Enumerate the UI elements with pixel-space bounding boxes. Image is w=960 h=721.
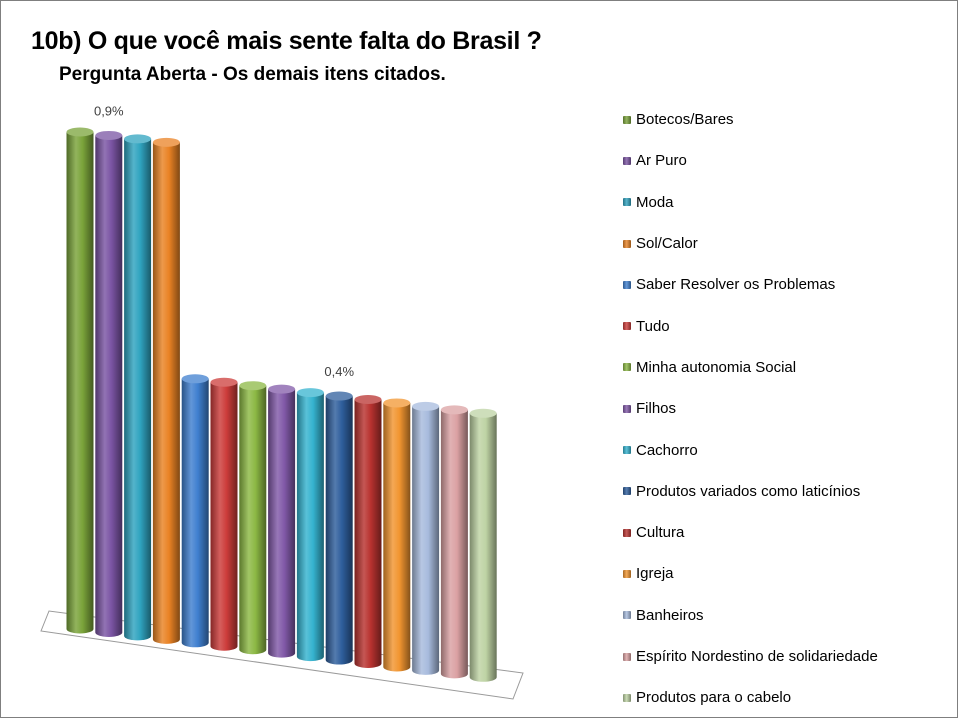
bar-cap: [268, 384, 296, 394]
legend-item: Moda: [623, 182, 943, 223]
legend-item: Botecos/Bares: [623, 99, 943, 140]
legend-item: Tudo: [623, 305, 943, 346]
bar-body: [181, 378, 209, 648]
bar-body: [412, 406, 440, 675]
legend-label: Espírito Nordestino de solidariedade: [636, 648, 878, 665]
bar-body: [296, 392, 324, 662]
legend-label: Tudo: [636, 317, 670, 335]
legend-swatch: [623, 652, 631, 661]
legend-label: Moda: [636, 193, 674, 211]
legend-label: Cachorro: [636, 441, 698, 459]
bar-body: [440, 409, 468, 679]
bar-cap: [325, 391, 353, 401]
legend-swatch: [623, 569, 631, 578]
legend-swatch: [623, 611, 631, 620]
bar-body: [354, 399, 382, 668]
bar-body: [325, 396, 353, 665]
bar-cap: [354, 395, 382, 404]
legend-item: Minha autonomia Social: [623, 347, 943, 388]
legend-item: Ar Puro: [623, 140, 943, 181]
legend-item: Produtos para o cabelo: [623, 677, 943, 718]
legend-swatch: [623, 528, 631, 537]
legend: Botecos/Bares Ar Puro Moda Sol/Calor Saber R…: [623, 99, 943, 718]
bar-cap: [95, 130, 123, 140]
legend-label: Produtos variados como laticínios: [636, 482, 861, 500]
bar-2: [95, 130, 123, 637]
bar-13: [412, 401, 440, 675]
bar-body: [66, 132, 94, 634]
bar-8: [268, 384, 296, 658]
bar-10: [325, 391, 353, 665]
chart-title: 10b) O que você mais sente falta do Bras…: [31, 27, 542, 55]
data-labels-group: 0,9% 0,4%: [94, 103, 354, 379]
legend-item: Banheiros: [623, 595, 943, 636]
legend-swatch: [623, 239, 631, 248]
legend-swatch: [623, 487, 631, 496]
chart-subtitle: Pergunta Aberta - Os demais itens citado…: [59, 64, 446, 85]
legend-swatch: [623, 363, 631, 372]
legend-item: Sol/Calor: [623, 223, 943, 264]
bar-body: [268, 389, 296, 658]
legend-label: Banheiros: [636, 606, 704, 624]
bar-4: [152, 137, 180, 644]
bar-cap: [124, 134, 152, 144]
bar-cap: [383, 398, 411, 408]
bar-body: [469, 413, 497, 682]
legend-swatch: [623, 156, 631, 165]
legend-swatch: [623, 446, 631, 455]
legend-label: Filhos: [636, 400, 677, 418]
bar-cap: [210, 377, 238, 387]
data-label: 0,4%: [324, 364, 354, 379]
bar-body: [124, 138, 152, 641]
legend-label: Botecos/Bares: [636, 111, 734, 129]
bar-body: [152, 142, 180, 644]
legend-swatch: [623, 404, 631, 413]
bar-3: [124, 134, 152, 641]
legend-swatch: [623, 693, 631, 702]
legend-item: Igreja: [623, 553, 943, 594]
bar-14: [440, 405, 468, 679]
legend-item: Filhos: [623, 388, 943, 429]
legend-swatch: [623, 198, 631, 207]
bar-6: [210, 377, 238, 651]
legend-item: Cultura: [623, 512, 943, 553]
bar-cap: [440, 405, 468, 415]
bar-cap: [239, 381, 267, 391]
bar-12: [383, 398, 411, 672]
legend-label: Minha autonomia Social: [636, 358, 797, 376]
bar-cap: [152, 137, 180, 147]
legend-label: Cultura: [636, 524, 685, 542]
bar-body: [95, 135, 123, 637]
legend-swatch: [623, 322, 631, 331]
data-label: 0,9%: [94, 103, 124, 118]
legend-swatch: [623, 115, 631, 124]
legend-swatch: [623, 280, 631, 289]
bar-cap: [469, 408, 497, 418]
bar-cap: [412, 401, 440, 411]
bar-cap: [296, 388, 324, 398]
legend-item: Cachorro: [623, 429, 943, 470]
bar-cap: [66, 127, 94, 137]
bars-group: [66, 127, 497, 682]
legend-label: Igreja: [636, 565, 674, 583]
legend-item: Saber Resolver os Problemas: [623, 264, 943, 305]
bar-7: [239, 381, 267, 655]
bar-body: [210, 382, 238, 651]
bar-body: [383, 402, 411, 672]
bar-1: [66, 127, 94, 634]
bar-cap: [181, 374, 209, 384]
bar-15: [469, 408, 497, 682]
legend-label: Ar Puro: [636, 152, 687, 170]
legend-item: Espírito Nordestino de solidariedade: [623, 636, 943, 677]
legend-label: Produtos para o cabelo: [636, 689, 792, 707]
legend-item: Produtos variados como laticínios: [623, 471, 943, 512]
bar-11: [354, 395, 382, 668]
legend-label: Sol/Calor: [636, 235, 698, 253]
bar-9: [296, 388, 324, 662]
bar-5: [181, 374, 209, 648]
legend-label: Saber Resolver os Problemas: [636, 276, 836, 294]
bar-body: [239, 385, 267, 655]
